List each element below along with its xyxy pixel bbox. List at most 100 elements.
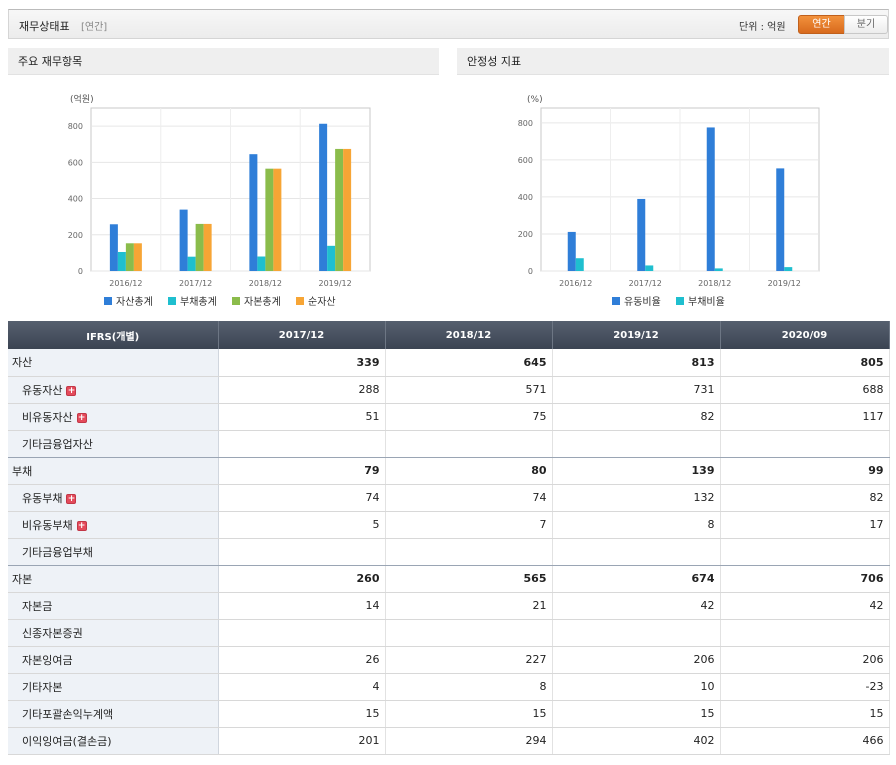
table-cell: 4 xyxy=(218,673,386,701)
column-header-period: 2019/12 xyxy=(552,321,721,349)
tab-annual[interactable]: 연간 xyxy=(798,15,845,34)
row-label: 비유동부채 + xyxy=(8,511,219,539)
table-cell: 42 xyxy=(720,592,890,620)
table-row: 자본 260 565 674 706 xyxy=(8,565,890,593)
column-header-period: 2017/12 xyxy=(218,321,386,349)
table-cell xyxy=(552,430,721,458)
table-cell: 10 xyxy=(552,673,721,701)
table-cell xyxy=(218,619,386,647)
table-row: 자본잉여금 26 227 206 206 xyxy=(8,646,890,674)
table-cell: 14 xyxy=(218,592,386,620)
row-label: 비유동자산 + xyxy=(8,403,219,431)
x-tick-label: 2018/12 xyxy=(249,279,282,288)
table-row: 부채 79 80 139 99 xyxy=(8,457,890,485)
table-cell: 26 xyxy=(218,646,386,674)
row-label-text: 이익잉여금(결손금) xyxy=(22,734,112,748)
row-label: 부채 xyxy=(8,457,219,485)
row-label-text: 비유동부채 xyxy=(22,518,73,532)
expand-icon[interactable]: + xyxy=(66,493,77,504)
table-row: 신종자본증권 xyxy=(8,619,890,647)
header-bar: 재무상태표 [연간] 단위 : 억원 연간 분기 xyxy=(8,9,889,39)
table-row: 자산 339 645 813 805 xyxy=(8,349,890,377)
table-cell: 7 xyxy=(385,511,553,539)
row-label-text: 비유동자산 xyxy=(22,410,73,424)
legend-swatch xyxy=(104,297,112,305)
row-label: 유동자산 + xyxy=(8,376,219,404)
legend-swatch xyxy=(676,297,684,305)
expand-icon[interactable]: + xyxy=(76,520,87,531)
bar xyxy=(335,148,344,271)
table-cell: 82 xyxy=(552,403,721,431)
y-unit-label: (억원) xyxy=(70,93,94,105)
right-panel-title: 안정성 지표 xyxy=(457,48,889,75)
expand-icon[interactable]: + xyxy=(76,412,87,423)
table-row: 유동부채 +74 74 132 82 xyxy=(8,484,890,512)
bar xyxy=(109,224,118,271)
table-cell: 74 xyxy=(218,484,386,512)
table-row: 기타포괄손익누계액 15 15 15 15 xyxy=(8,700,890,728)
left-panel-title: 주요 재무항목 xyxy=(8,48,439,75)
y-tick-label: 200 xyxy=(68,231,83,240)
table-cell: 139 xyxy=(552,457,721,485)
row-label: 기타금융업부채 xyxy=(8,538,219,566)
table-row: 자본금 14 21 42 42 xyxy=(8,592,890,620)
table-cell: 132 xyxy=(552,484,721,512)
table-row: 유동자산 +288 571 731 688 xyxy=(8,376,890,404)
table-cell: 565 xyxy=(385,565,553,593)
table-cell: 42 xyxy=(552,592,721,620)
legend-label: 자본총계 xyxy=(244,296,281,308)
table-cell xyxy=(385,619,553,647)
legend-label: 순자산 xyxy=(308,296,336,308)
table-cell: 206 xyxy=(720,646,890,674)
table-cell xyxy=(552,538,721,566)
bar xyxy=(645,265,654,271)
row-label: 신종자본증권 xyxy=(8,619,219,647)
unit-label: 단위 : 억원 xyxy=(739,22,786,33)
row-label-text: 기타포괄손익누계액 xyxy=(22,707,114,721)
table-cell: 402 xyxy=(552,727,721,755)
row-label: 기타포괄손익누계액 xyxy=(8,700,219,728)
table-cell: 206 xyxy=(552,646,721,674)
table-cell: 15 xyxy=(552,700,721,728)
bar xyxy=(179,209,188,271)
tab-quarter[interactable]: 분기 xyxy=(844,15,888,34)
row-label-text: 자본금 xyxy=(22,599,53,613)
legend-label: 자산총계 xyxy=(116,296,153,308)
x-tick-label: 2018/12 xyxy=(698,279,731,288)
y-tick-label: 400 xyxy=(68,195,83,204)
x-tick-label: 2016/12 xyxy=(559,279,592,288)
bar xyxy=(133,243,142,271)
table-cell: 79 xyxy=(218,457,386,485)
table-cell: 294 xyxy=(385,727,553,755)
x-tick-label: 2017/12 xyxy=(179,279,212,288)
bar xyxy=(273,168,282,271)
table-cell: 117 xyxy=(720,403,890,431)
bar xyxy=(249,154,258,271)
table-cell xyxy=(385,538,553,566)
y-tick-label: 800 xyxy=(68,122,83,131)
table-cell: 8 xyxy=(552,511,721,539)
table-cell: 805 xyxy=(720,349,890,377)
expand-icon[interactable]: + xyxy=(66,385,77,396)
table-row: 비유동자산 +51 75 82 117 xyxy=(8,403,890,431)
stability-chart: (%) 0 200 400 600 800 2016/12 2017/12 2018/12 201… xyxy=(518,95,820,308)
row-label: 이익잉여금(결손금) xyxy=(8,727,219,755)
bar xyxy=(637,198,646,271)
row-label: 기타자본 xyxy=(8,673,219,701)
row-label: 자본금 xyxy=(8,592,219,620)
row-label-text: 신종자본증권 xyxy=(22,626,83,640)
row-label: 유동부채 + xyxy=(8,484,219,512)
key-items-chart: (억원) 0 200 400 600 800 2016/12 2017/12 2018/12 20… xyxy=(68,93,371,308)
row-label: 기타금융업자산 xyxy=(8,430,219,458)
table-cell: 260 xyxy=(218,565,386,593)
column-header-period: 2018/12 xyxy=(385,321,553,349)
legend-swatch xyxy=(296,297,304,305)
y-tick-label: 800 xyxy=(518,119,533,128)
table-cell: 339 xyxy=(218,349,386,377)
balance-sheet-table: IFRS(개별) 2017/12 2018/12 2019/12 2020/09 자산 3… xyxy=(8,321,890,755)
table-cell xyxy=(720,619,890,647)
table-cell: 466 xyxy=(720,727,890,755)
table-cell: 82 xyxy=(720,484,890,512)
bar xyxy=(265,168,274,271)
y-tick-label: 0 xyxy=(528,267,533,276)
